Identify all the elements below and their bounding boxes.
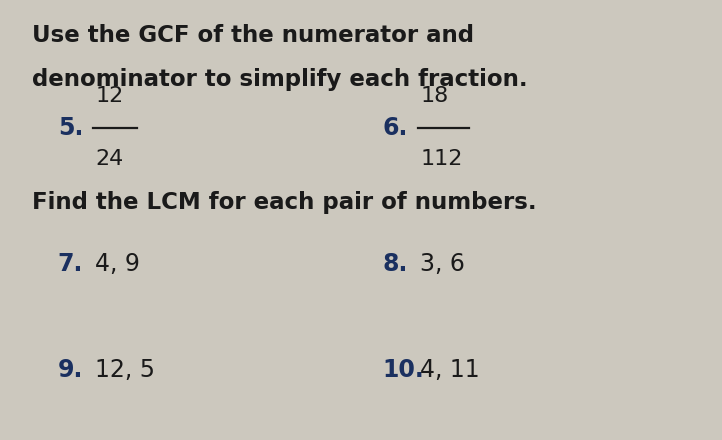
Text: 4, 9: 4, 9 [95, 252, 140, 276]
Text: 18: 18 [420, 86, 448, 106]
Text: 4, 11: 4, 11 [420, 358, 480, 381]
Text: Use the GCF of the numerator and: Use the GCF of the numerator and [32, 24, 474, 47]
Text: 5.: 5. [58, 116, 83, 139]
Text: 12: 12 [95, 86, 123, 106]
Text: 7.: 7. [58, 252, 83, 276]
Text: 24: 24 [95, 149, 123, 169]
Text: 10.: 10. [383, 358, 425, 381]
Text: 6.: 6. [383, 116, 408, 139]
Text: 12, 5: 12, 5 [95, 358, 155, 381]
Text: denominator to simplify each fraction.: denominator to simplify each fraction. [32, 68, 528, 91]
Text: 112: 112 [420, 149, 463, 169]
Text: Find the LCM for each pair of numbers.: Find the LCM for each pair of numbers. [32, 191, 537, 214]
Text: 3, 6: 3, 6 [420, 252, 465, 276]
Text: 8.: 8. [383, 252, 408, 276]
Text: 9.: 9. [58, 358, 83, 381]
